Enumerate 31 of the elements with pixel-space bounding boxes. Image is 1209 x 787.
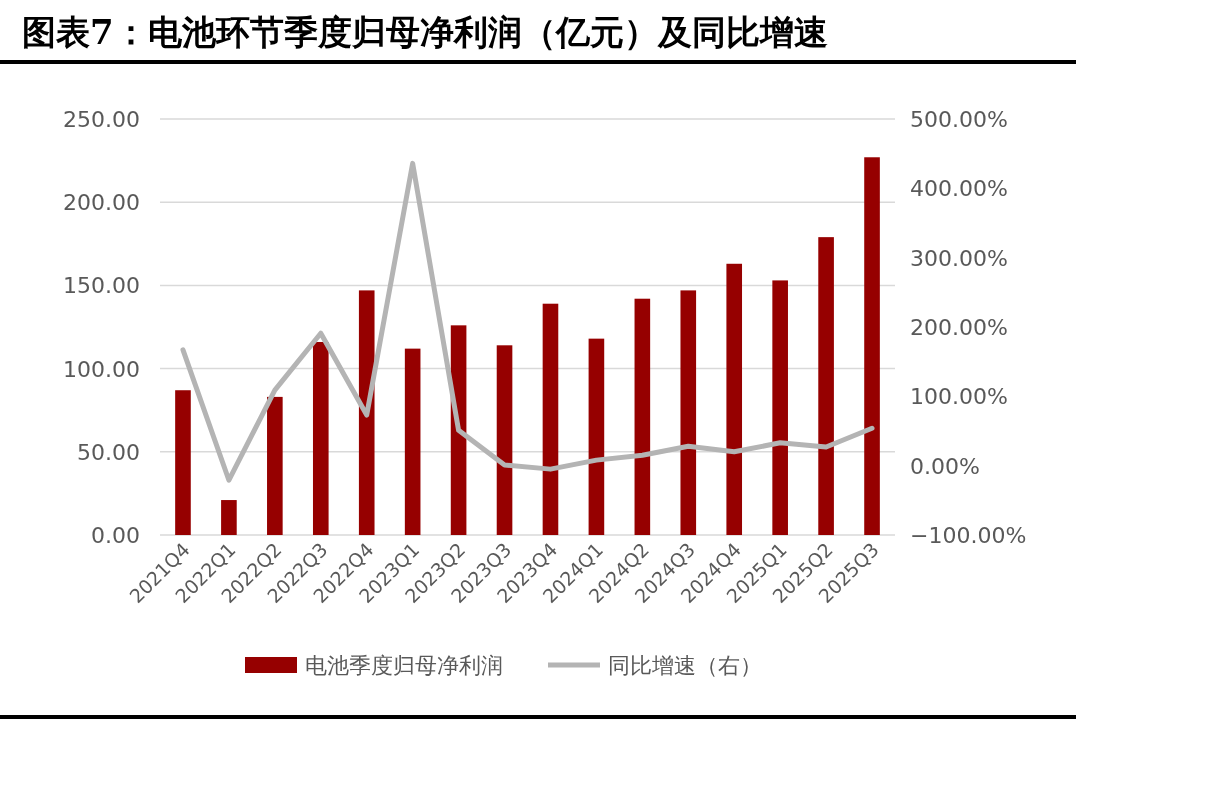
legend-label: 同比增速（右） bbox=[608, 653, 762, 678]
bar bbox=[404, 348, 421, 535]
legend-label: 电池季度归母净利润 bbox=[305, 653, 503, 678]
y2-tick-label: 100.00% bbox=[910, 384, 1008, 410]
y2-tick-label: 400.00% bbox=[910, 176, 1008, 202]
y2-tick-label: 300.00% bbox=[910, 245, 1008, 271]
bar bbox=[312, 341, 329, 535]
bar bbox=[175, 390, 191, 535]
y-tick-label: 100.00 bbox=[63, 356, 140, 382]
y2-tick-label: 200.00% bbox=[910, 315, 1008, 340]
y2-tick-label: 500.00% bbox=[910, 107, 1008, 132]
bar bbox=[221, 500, 237, 535]
chart-title: 图表7：电池环节季度归母净利润（亿元）及同比增速 bbox=[22, 12, 828, 52]
y-tick-label: 150.00 bbox=[63, 273, 140, 299]
bar bbox=[772, 280, 788, 535]
y-tick-label: 200.00 bbox=[63, 190, 140, 216]
bar bbox=[542, 303, 559, 535]
bar bbox=[818, 237, 834, 535]
bar bbox=[358, 290, 375, 535]
y-tick-label: 50.00 bbox=[77, 439, 140, 465]
bar bbox=[267, 396, 283, 535]
bar bbox=[680, 290, 697, 535]
y2-tick-label: 0.00% bbox=[910, 453, 980, 479]
y-tick-label: 0.00 bbox=[91, 523, 140, 548]
bar bbox=[496, 345, 513, 535]
y-tick-label: 250.00 bbox=[63, 107, 140, 132]
bar bbox=[726, 263, 743, 535]
bar bbox=[864, 157, 880, 535]
y2-tick-label: −100.00% bbox=[910, 523, 1027, 548]
bar bbox=[634, 298, 651, 535]
bar bbox=[588, 338, 605, 535]
